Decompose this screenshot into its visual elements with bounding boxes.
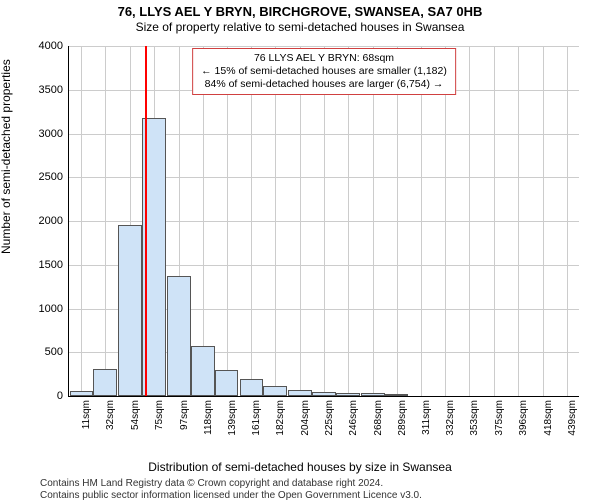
gridline-vertical — [227, 46, 228, 396]
x-tick-label: 11sqm — [81, 400, 92, 429]
x-tick-label: 246sqm — [348, 400, 359, 436]
y-axis-label: Number of semi-detached properties — [0, 59, 13, 254]
histogram-bar — [263, 386, 287, 396]
gridline-vertical — [373, 46, 374, 396]
marker-line — [145, 46, 147, 396]
y-tick-label: 0 — [57, 390, 63, 402]
footer-line2: Contains public sector information licen… — [40, 490, 590, 502]
y-tick-label: 2500 — [39, 171, 63, 183]
x-tick-label: 139sqm — [227, 400, 238, 436]
gridline-vertical — [469, 46, 470, 396]
histogram-bar — [167, 276, 191, 396]
x-tick-label: 225sqm — [324, 400, 335, 436]
x-tick-label: 268sqm — [373, 400, 384, 436]
x-tick-label: 311sqm — [421, 400, 432, 435]
gridline-vertical — [494, 46, 495, 396]
x-tick-label: 32sqm — [105, 400, 116, 430]
x-tick-label: 118sqm — [203, 400, 214, 435]
x-tick-label: 396sqm — [518, 400, 529, 436]
x-tick-label: 353sqm — [469, 400, 480, 436]
x-tick-label: 182sqm — [275, 400, 286, 436]
histogram-bar — [288, 390, 312, 396]
footer-line1: Contains HM Land Registry data © Crown c… — [40, 478, 590, 490]
annotation-line1: 76 LLYS AEL Y BRYN: 68sqm — [201, 52, 447, 65]
gridline-vertical — [567, 46, 568, 396]
x-tick-label: 161sqm — [251, 400, 262, 436]
annotation-line2: ← 15% of semi-detached houses are smalle… — [201, 65, 447, 78]
x-axis-label: Distribution of semi-detached houses by … — [0, 460, 600, 474]
y-tick-label: 4000 — [39, 40, 63, 52]
gridline-vertical — [397, 46, 398, 396]
gridline-vertical — [324, 46, 325, 396]
y-tick-label: 1500 — [39, 259, 63, 271]
x-tick-label: 332sqm — [445, 400, 456, 436]
x-tick-label: 375sqm — [494, 400, 505, 436]
x-tick-label: 289sqm — [397, 400, 408, 436]
gridline-vertical — [275, 46, 276, 396]
annotation-line3: 84% of semi-detached houses are larger (… — [201, 78, 447, 91]
chart-subtitle: Size of property relative to semi-detach… — [0, 20, 600, 34]
footer-text: Contains HM Land Registry data © Crown c… — [40, 478, 590, 502]
plot-area: 76 LLYS AEL Y BRYN: 68sqm ← 15% of semi-… — [68, 46, 579, 397]
chart-container: 76, LLYS AEL Y BRYN, BIRCHGROVE, SWANSEA… — [0, 4, 600, 504]
annotation-box: 76 LLYS AEL Y BRYN: 68sqm ← 15% of semi-… — [192, 48, 456, 95]
histogram-bar — [70, 391, 94, 396]
y-tick-label: 2000 — [39, 215, 63, 227]
y-tick-label: 3500 — [39, 84, 63, 96]
x-tick-label: 54sqm — [130, 400, 141, 430]
chart-title: 76, LLYS AEL Y BRYN, BIRCHGROVE, SWANSEA… — [0, 4, 600, 19]
histogram-bar — [361, 393, 385, 397]
x-tick-label: 418sqm — [543, 400, 554, 436]
gridline-vertical — [300, 46, 301, 396]
x-tick-label: 75sqm — [154, 400, 165, 430]
histogram-bar — [191, 346, 215, 396]
histogram-bar — [118, 225, 142, 396]
histogram-bar — [312, 392, 336, 396]
histogram-bar — [385, 394, 409, 396]
gridline-vertical — [81, 46, 82, 396]
histogram-bar — [215, 370, 239, 396]
y-tick-label: 500 — [45, 346, 63, 358]
y-tick-label: 1000 — [39, 303, 63, 315]
x-tick-label: 204sqm — [300, 400, 311, 436]
gridline-vertical — [251, 46, 252, 396]
gridline-vertical — [203, 46, 204, 396]
gridline-vertical — [348, 46, 349, 396]
histogram-bar — [240, 379, 264, 397]
gridline-vertical — [518, 46, 519, 396]
x-tick-label: 97sqm — [179, 400, 190, 430]
histogram-bar — [336, 393, 360, 396]
gridline-vertical — [445, 46, 446, 396]
gridline-vertical — [105, 46, 106, 396]
gridline-vertical — [543, 46, 544, 396]
y-tick-label: 3000 — [39, 128, 63, 140]
gridline-vertical — [421, 46, 422, 396]
histogram-bar — [93, 369, 117, 396]
x-tick-label: 439sqm — [567, 400, 578, 436]
